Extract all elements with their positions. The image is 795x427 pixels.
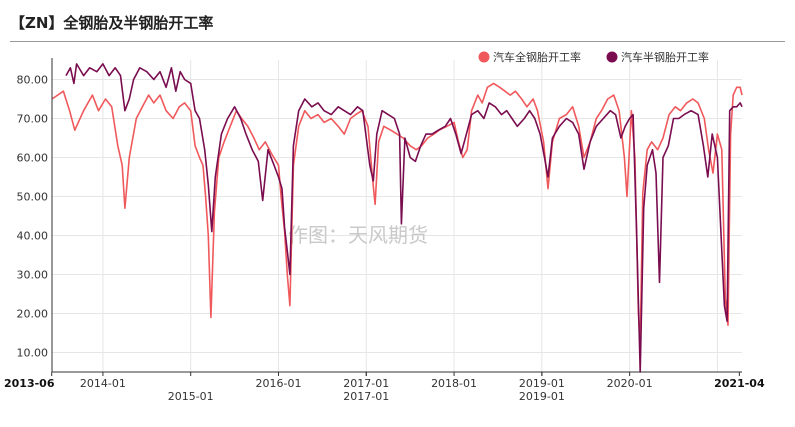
legend: 汽车全钢胎开工率 汽车半钢胎开工率 xyxy=(478,50,709,64)
y-tick-label: 50.00 xyxy=(17,191,49,204)
legend-item-semi-steel: 汽车半钢胎开工率 xyxy=(606,50,709,64)
x-tick-label: 2019-01 xyxy=(519,377,565,390)
x-tick-label: 2017-01 xyxy=(343,390,389,403)
y-tick-label: 80.00 xyxy=(17,74,49,87)
y-tick-label: 70.00 xyxy=(17,113,49,126)
all-steel-line xyxy=(51,82,743,346)
legend-label: 汽车半钢胎开工率 xyxy=(621,50,709,64)
series-layer xyxy=(51,63,743,373)
x-tick-label: 2016-01 xyxy=(256,377,302,390)
title-divider xyxy=(10,41,785,42)
y-tick-label: 10.00 xyxy=(17,347,49,360)
y-tick-label: 60.00 xyxy=(17,152,49,165)
legend-label: 汽车全钢胎开工率 xyxy=(493,50,581,64)
x-tick-label: 2017-01 xyxy=(343,377,389,390)
x-tick-label: 2021-04 xyxy=(714,377,765,390)
y-tick-label: 30.00 xyxy=(17,269,49,282)
legend-marker xyxy=(606,51,618,63)
x-tick-label: 2013-06 xyxy=(4,377,55,390)
x-tick-label: 2014-01 xyxy=(80,377,126,390)
watermark-text: 作图：天风期货 xyxy=(288,223,428,247)
y-tick-label: 40.00 xyxy=(17,230,49,243)
semi-steel-line xyxy=(65,63,743,373)
chart-title: 【ZN】全钢胎及半钢胎开工率 xyxy=(10,14,214,32)
legend-item-all-steel: 汽车全钢胎开工率 xyxy=(478,50,581,64)
watermark-layer: 作图：天风期货 xyxy=(288,223,428,247)
axes: 80.00 70.00 60.00 50.00 40.00 30.00 20.00 10.00… xyxy=(4,58,765,403)
x-tick-label: 2018-01 xyxy=(431,377,477,390)
x-tick-label: 2015-01 xyxy=(168,390,214,403)
x-tick-label: 2020-01 xyxy=(607,377,653,390)
y-tick-label: 20.00 xyxy=(17,308,49,321)
legend-marker xyxy=(478,51,490,63)
x-tick-label: 2019-01 xyxy=(519,390,565,403)
